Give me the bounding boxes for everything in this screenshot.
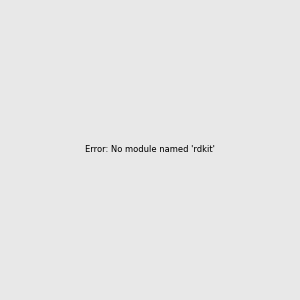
Text: Error: No module named 'rdkit': Error: No module named 'rdkit': [85, 146, 215, 154]
